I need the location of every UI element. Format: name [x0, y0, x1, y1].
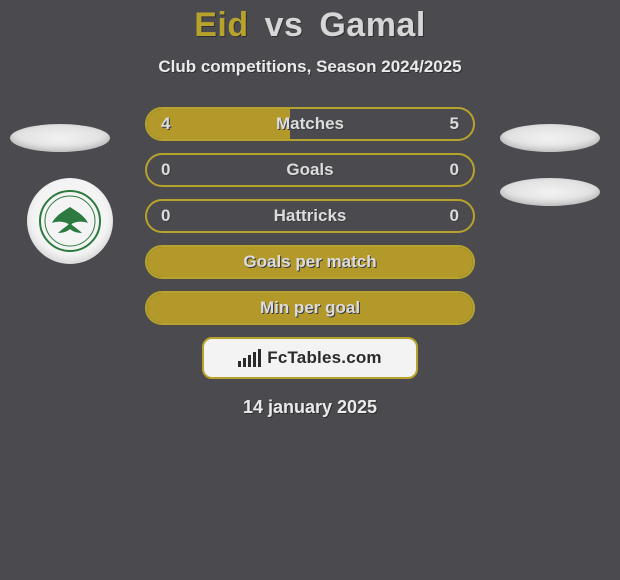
- stat-value-left: 0: [147, 206, 205, 226]
- stat-value-left: 0: [147, 160, 205, 180]
- stat-row-hattricks: 0Hattricks0: [145, 199, 475, 233]
- title-player2: Gamal: [319, 6, 425, 44]
- stat-row-min_per_goal: Min per goal: [145, 291, 475, 325]
- stat-label: Hattricks: [205, 206, 415, 226]
- stat-row-matches: 4Matches5: [145, 107, 475, 141]
- stat-row-goals: 0Goals0: [145, 153, 475, 187]
- subtitle: Club competitions, Season 2024/2025: [0, 57, 620, 77]
- player-avatar-placeholder: [500, 124, 600, 152]
- title-vs: vs: [265, 6, 304, 44]
- date-label: 14 january 2025: [0, 397, 620, 418]
- stat-label: Goals: [205, 160, 415, 180]
- club-badge: [27, 178, 113, 264]
- page-title: Eid vs Gamal: [0, 6, 620, 45]
- player-avatar-placeholder: [10, 124, 110, 152]
- stat-label: Min per goal: [205, 298, 415, 318]
- title-player1: Eid: [194, 6, 248, 44]
- stat-label: Matches: [205, 114, 415, 134]
- stat-value-right: 0: [415, 160, 473, 180]
- stat-value-left: 4: [147, 114, 205, 134]
- eagle-emblem-icon: [38, 189, 102, 253]
- stat-value-right: 5: [415, 114, 473, 134]
- stat-label: Goals per match: [205, 252, 415, 272]
- barchart-icon: [238, 349, 261, 367]
- stat-row-goals_per_match: Goals per match: [145, 245, 475, 279]
- player-avatar-placeholder: [500, 178, 600, 206]
- attribution-text: FcTables.com: [267, 348, 382, 368]
- attribution-chip[interactable]: FcTables.com: [202, 337, 418, 379]
- stat-value-right: 0: [415, 206, 473, 226]
